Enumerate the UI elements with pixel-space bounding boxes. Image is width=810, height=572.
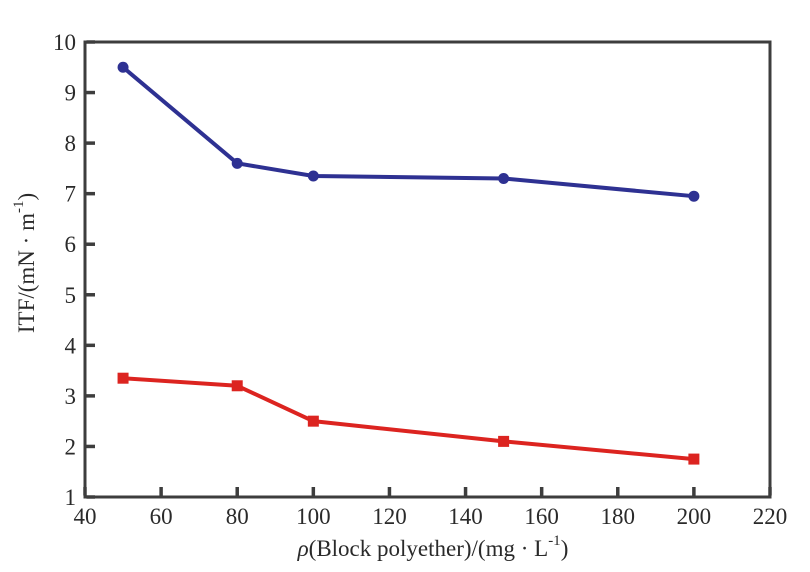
x-tick-label: 160: [524, 504, 559, 529]
x-tick-label: 80: [226, 504, 249, 529]
blue-series-marker: [307, 170, 319, 182]
y-tick-label: 1: [65, 485, 77, 510]
x-axis-title: ρ(Block polyether)/(mg · L-1): [297, 533, 569, 561]
red-series-marker: [307, 415, 319, 427]
y-axis-title: ITF/(mN · m-1): [11, 193, 39, 333]
y-tick-label: 2: [65, 434, 77, 459]
blue-series-marker: [688, 190, 700, 202]
x-tick-label: 200: [677, 504, 712, 529]
y-tick-label: 6: [65, 232, 77, 257]
blue-series-marker: [498, 173, 510, 184]
x-tick-label: 40: [74, 504, 97, 529]
y-tick-label: 7: [65, 182, 77, 207]
red-series-marker: [117, 372, 129, 384]
y-tick-label: 4: [65, 333, 77, 358]
y-tick-label: 10: [53, 30, 76, 55]
plot-frame: [83, 40, 772, 499]
x-tick-label: 120: [372, 504, 407, 529]
red-series-line: [122, 376, 695, 462]
blue-series-line: [121, 65, 695, 199]
blue-series-marker: [231, 157, 243, 169]
x-tick-label: 220: [753, 504, 788, 529]
y-tick-label: 3: [65, 384, 77, 409]
x-tick-label: 180: [601, 504, 636, 529]
red-series-marker: [688, 453, 700, 465]
red-series-marker: [231, 380, 243, 392]
y-tick-label: 5: [65, 283, 77, 308]
x-tick-label: 140: [448, 504, 483, 529]
y-tick-label: 9: [65, 81, 77, 106]
red-series-marker: [498, 435, 510, 447]
x-tick-label: 100: [296, 504, 331, 529]
blue-series-marker: [117, 61, 129, 73]
y-tick-label: 8: [65, 131, 77, 156]
x-tick-label: 60: [150, 504, 173, 529]
